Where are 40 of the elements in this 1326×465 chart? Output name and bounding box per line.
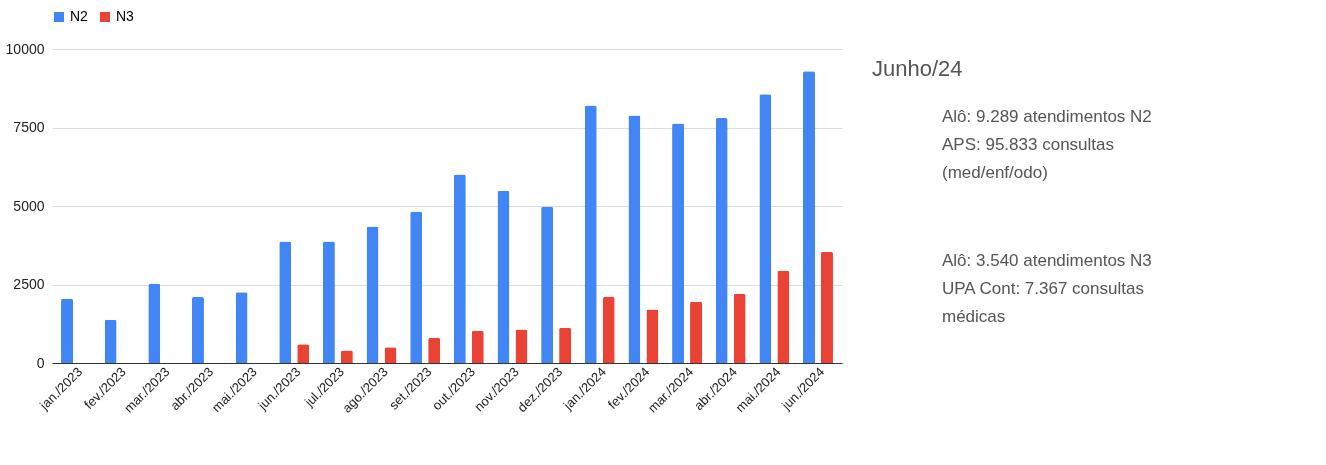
bar	[471, 330, 484, 363]
bar	[646, 309, 659, 363]
text: Alô: 9.289 atendimentos N2	[942, 107, 1152, 126]
bar	[777, 270, 790, 363]
bar	[584, 105, 597, 363]
bar	[366, 226, 379, 363]
bar	[672, 123, 685, 363]
text: UPA Cont: 7.367 consultas médicas	[942, 279, 1144, 326]
bar	[602, 297, 615, 363]
bar	[410, 211, 423, 363]
text: Junho/24	[872, 56, 963, 81]
bar	[148, 283, 161, 363]
bar	[428, 337, 441, 363]
bar	[453, 174, 466, 363]
y-tick-label: 10000	[5, 40, 45, 57]
text: Alô: 3.540 atendimentos N3	[942, 251, 1152, 270]
y-tick-label: 5000	[13, 197, 45, 214]
bar	[733, 293, 746, 363]
bar	[61, 298, 74, 363]
bar	[628, 115, 641, 363]
y-tick-label: 2500	[13, 276, 45, 292]
y-tick-label: 7500	[13, 119, 45, 135]
y-tick-label: 0	[36, 354, 45, 371]
bar	[820, 251, 833, 363]
legend-label: N2	[70, 8, 89, 24]
legend-label: N3	[116, 8, 135, 24]
bar	[559, 327, 572, 363]
bar	[803, 71, 816, 363]
bar	[497, 190, 510, 363]
bar	[279, 241, 292, 363]
bar	[191, 297, 204, 363]
bar	[515, 329, 528, 363]
bar	[322, 241, 335, 363]
bar	[715, 118, 728, 363]
bar	[235, 292, 248, 363]
bar	[759, 94, 772, 363]
text: APS: 95.833 consultas (med/enf/odo)	[942, 135, 1115, 182]
bar	[690, 301, 703, 363]
bar	[104, 319, 117, 363]
bar	[541, 206, 554, 363]
